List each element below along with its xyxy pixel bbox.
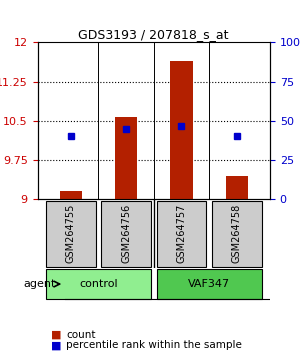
Title: GDS3193 / 207818_s_at: GDS3193 / 207818_s_at [79,28,229,41]
Bar [60,191,82,199]
Text: count: count [66,330,95,339]
Bar [170,61,193,199]
FancyBboxPatch shape [101,200,151,267]
Text: agent: agent [24,279,56,289]
Text: GSM264755: GSM264755 [66,204,76,263]
Text: ■: ■ [51,340,62,350]
Text: VAF347: VAF347 [188,279,230,289]
Text: ■: ■ [51,330,62,339]
Bar [226,176,248,199]
FancyBboxPatch shape [46,200,96,267]
Text: percentile rank within the sample: percentile rank within the sample [66,340,242,350]
FancyBboxPatch shape [157,200,206,267]
Text: GSM264756: GSM264756 [121,204,131,263]
Bar [115,117,137,199]
Text: GSM264758: GSM264758 [232,204,242,263]
Text: control: control [79,279,118,289]
FancyBboxPatch shape [157,269,262,299]
FancyBboxPatch shape [212,200,262,267]
Text: GSM264757: GSM264757 [176,204,186,263]
FancyBboxPatch shape [46,269,151,299]
